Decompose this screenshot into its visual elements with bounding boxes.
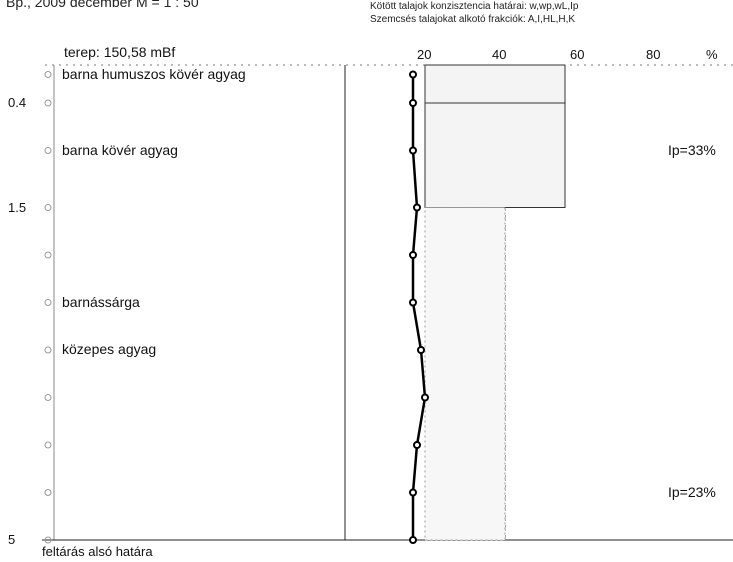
sample-marker	[44, 489, 52, 496]
bottom-boundary-note: feltárás alsó határa	[42, 544, 153, 559]
moisture-series-point	[409, 536, 417, 544]
soil-layer-label: barna humuszos kövér agyag	[62, 65, 246, 82]
x-tick-label: 40	[492, 47, 507, 62]
sample-marker	[44, 251, 52, 259]
ip-box-lower	[424, 207, 506, 541]
moisture-series-point	[409, 488, 417, 497]
moisture-series-point	[413, 441, 421, 449]
sample-marker	[44, 204, 52, 211]
sample-marker	[44, 536, 52, 544]
moisture-series-point	[421, 393, 429, 402]
soil-layer-label: barna kövér agyag	[62, 141, 178, 158]
x-tick-label: 80	[646, 47, 661, 62]
moisture-series-point	[409, 298, 417, 307]
moisture-series-point	[409, 251, 417, 259]
sample-marker	[44, 99, 52, 107]
moisture-series-line	[411, 74, 427, 540]
sample-marker	[44, 394, 52, 401]
limits-line: Kötött talajok konzisztencia határai: w,…	[370, 1, 579, 12]
ip-box-upper	[424, 64, 566, 208]
sample-marker	[44, 147, 52, 154]
moisture-series-point	[409, 70, 417, 79]
soil-layer-label: barnássárga	[62, 293, 140, 310]
terrain-elevation: terep: 150,58 mBf	[64, 44, 176, 60]
soil-layer-label: közepes agyag	[62, 341, 157, 357]
sample-marker	[44, 299, 52, 306]
depth-label: 0.4	[8, 95, 27, 110]
legend-header: Kötött talajok konzisztencia határai: w,…	[370, 0, 578, 26]
moisture-series-point	[409, 99, 417, 107]
depth-label: 1.5	[8, 199, 27, 215]
sample-marker	[44, 441, 52, 449]
x-tick-label: %	[706, 47, 718, 62]
depth-label: 5	[8, 532, 16, 547]
moisture-series-point	[413, 203, 421, 212]
x-tick-label: 20	[417, 47, 432, 62]
plasticity-index-label: Ip=23%	[668, 483, 716, 500]
fractions-line: Szemcsés talajokat alkotó frakciók: A,I,…	[370, 14, 576, 25]
header-left-text: Bp., 2009 december M = 1 : 50	[6, 0, 199, 10]
x-tick-label: 60	[570, 47, 585, 62]
moisture-series-point	[409, 146, 417, 155]
moisture-series-point	[417, 346, 425, 354]
sample-marker	[44, 346, 52, 354]
plasticity-index-label: Ip=33%	[668, 141, 716, 158]
sample-marker	[44, 71, 52, 78]
